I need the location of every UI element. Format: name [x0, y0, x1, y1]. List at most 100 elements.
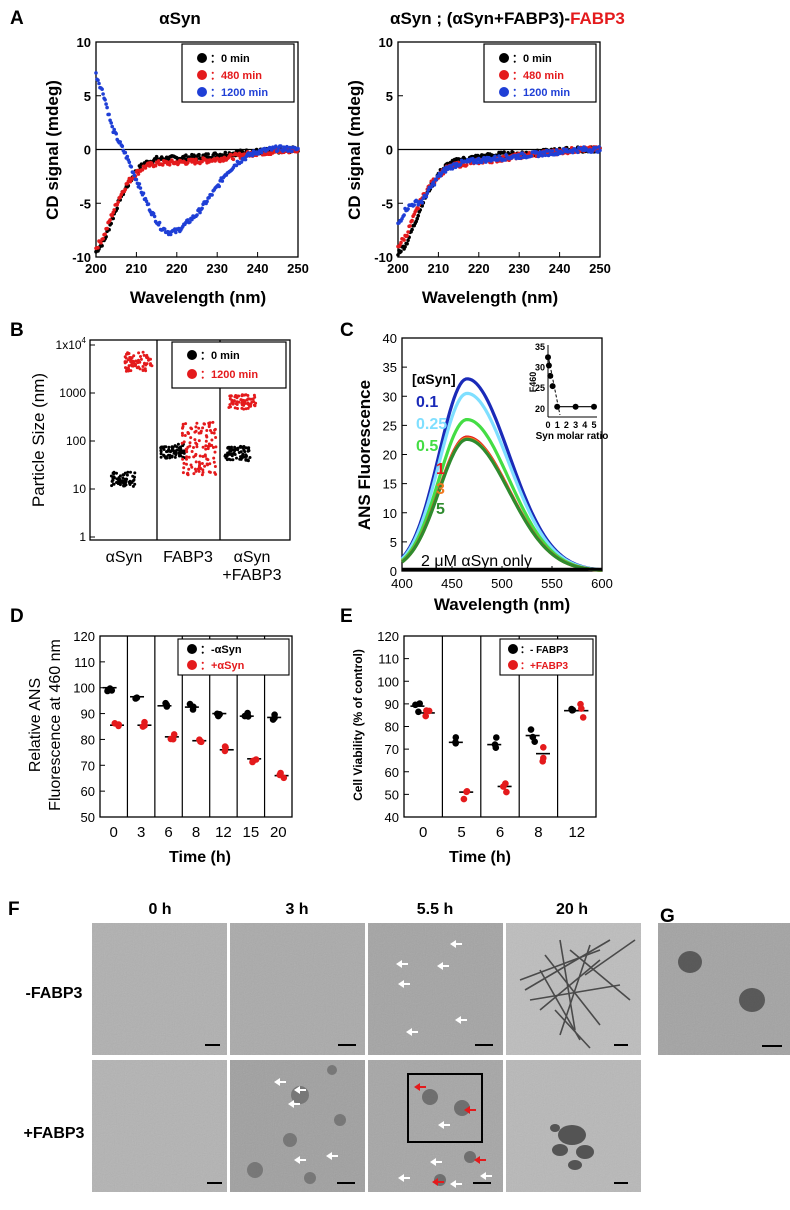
legend-label-minus-fabp3: ：- FABP3 [520, 645, 569, 656]
cd-point-1200min [547, 149, 552, 153]
x-tick-label: 15 [243, 824, 260, 841]
data-point [244, 713, 252, 720]
size-point [127, 480, 131, 484]
data-point [197, 738, 204, 745]
size-point [130, 481, 134, 484]
y-tick-label: 60 [81, 784, 95, 799]
panel-f: 0 h 3 h 5.5 h 20 h -FABP3 +FABP3 [24, 901, 641, 1192]
size-point [115, 471, 118, 475]
legend-marker-1200min [499, 87, 509, 97]
x-tick-label: 0 [110, 824, 118, 841]
cd-point-1200min [112, 127, 116, 132]
cd-point-1200min [412, 203, 417, 207]
legend-label-480min: ：480 min [512, 70, 564, 82]
panel-a-left-title: αSyn [159, 9, 201, 28]
size-point [206, 447, 210, 451]
size-point [241, 399, 245, 403]
panel-a-left-xlabel: Wavelength (nm) [130, 288, 266, 307]
cd-point-0min [206, 152, 210, 156]
micrograph-0h-plus [92, 1060, 227, 1192]
cd-point-1200min [276, 148, 280, 153]
cd-point-0min [415, 216, 420, 221]
size-point [252, 403, 256, 407]
panel-e-legend: ：- FABP3 ：+FABP3 [499, 638, 594, 676]
cd-point-1200min [503, 158, 507, 162]
size-point [213, 450, 217, 454]
x-tick-label: 8 [534, 824, 542, 841]
size-point [198, 454, 202, 458]
micrograph-5.5h-plus [368, 1060, 503, 1192]
y-tick-label: 25 [383, 418, 397, 433]
size-point [195, 442, 199, 446]
cd-point-1200min [188, 220, 192, 224]
y-tick-label: 90 [81, 707, 95, 722]
panel-b-ytick-1: 1 [79, 530, 86, 544]
cd-point-1200min [157, 220, 162, 225]
size-point [179, 445, 183, 449]
cd-point-1200min [543, 153, 548, 158]
legend-marker-0min [499, 53, 509, 63]
x-tick-label: 240 [549, 261, 571, 276]
cd-point-480min [116, 200, 120, 204]
size-point [244, 454, 248, 458]
size-point [233, 445, 237, 449]
y-tick-label: 10 [77, 35, 91, 50]
inset-y-tick: 25 [535, 383, 545, 393]
size-point [190, 450, 194, 453]
panel-f-col-20h: 20 h [556, 901, 588, 918]
cd-point-1200min [174, 230, 178, 235]
panel-label-c: C [340, 320, 354, 341]
panel-e-plot [410, 636, 589, 817]
size-point [131, 484, 135, 488]
size-point [126, 358, 130, 362]
cd-point-480min [115, 203, 119, 207]
x-tick-label: 250 [589, 261, 611, 276]
data-point [271, 711, 278, 718]
data-point [252, 756, 260, 763]
size-point [124, 483, 128, 487]
x-tick-label: 400 [391, 576, 413, 591]
cd-point-480min [108, 218, 112, 222]
size-point [141, 350, 145, 354]
legend-box [177, 638, 290, 676]
size-point [187, 432, 191, 435]
size-point [231, 452, 235, 456]
panel-a-left-legend: ：0 min ：480 min ：1200 min [181, 43, 295, 103]
panel-d-legend: ：-αSyn ：+αSyn [177, 638, 290, 676]
cd-point-0min [403, 245, 407, 249]
size-point [185, 447, 189, 451]
size-point [112, 482, 116, 486]
panel-c-conc-0.5: 0.5 [416, 438, 438, 455]
size-point [120, 480, 124, 484]
size-point [185, 455, 189, 459]
cd-point-1200min [576, 150, 580, 155]
cd-point-0min [100, 244, 104, 248]
y-tick-label: 0 [390, 564, 397, 579]
size-point [245, 402, 249, 406]
size-point [159, 448, 163, 452]
data-point [460, 795, 468, 803]
panel-label-a: A [10, 8, 24, 29]
y-tick-label: 100 [73, 681, 95, 696]
cd-point-0min [416, 213, 421, 218]
size-point [210, 438, 214, 442]
legend-box [171, 341, 287, 389]
cd-point-1200min [168, 232, 173, 237]
cd-point-1200min [250, 153, 255, 158]
cd-point-1200min [134, 177, 139, 182]
size-point [233, 449, 237, 453]
panel-b-ylabel: Particle Size (nm) [29, 373, 48, 507]
size-point [181, 471, 185, 475]
x-tick-label: 220 [166, 261, 188, 276]
inset-point [549, 383, 556, 390]
size-point [137, 351, 141, 355]
size-point [198, 464, 201, 468]
x-tick-label: 550 [541, 576, 563, 591]
size-point [172, 449, 176, 453]
size-point [189, 426, 193, 430]
y-tick-label: 5 [386, 89, 393, 104]
size-point [196, 467, 200, 471]
size-point [149, 357, 152, 361]
panel-a-right-title-red: FABP3 [570, 9, 625, 28]
panel-label-b: B [10, 320, 24, 341]
